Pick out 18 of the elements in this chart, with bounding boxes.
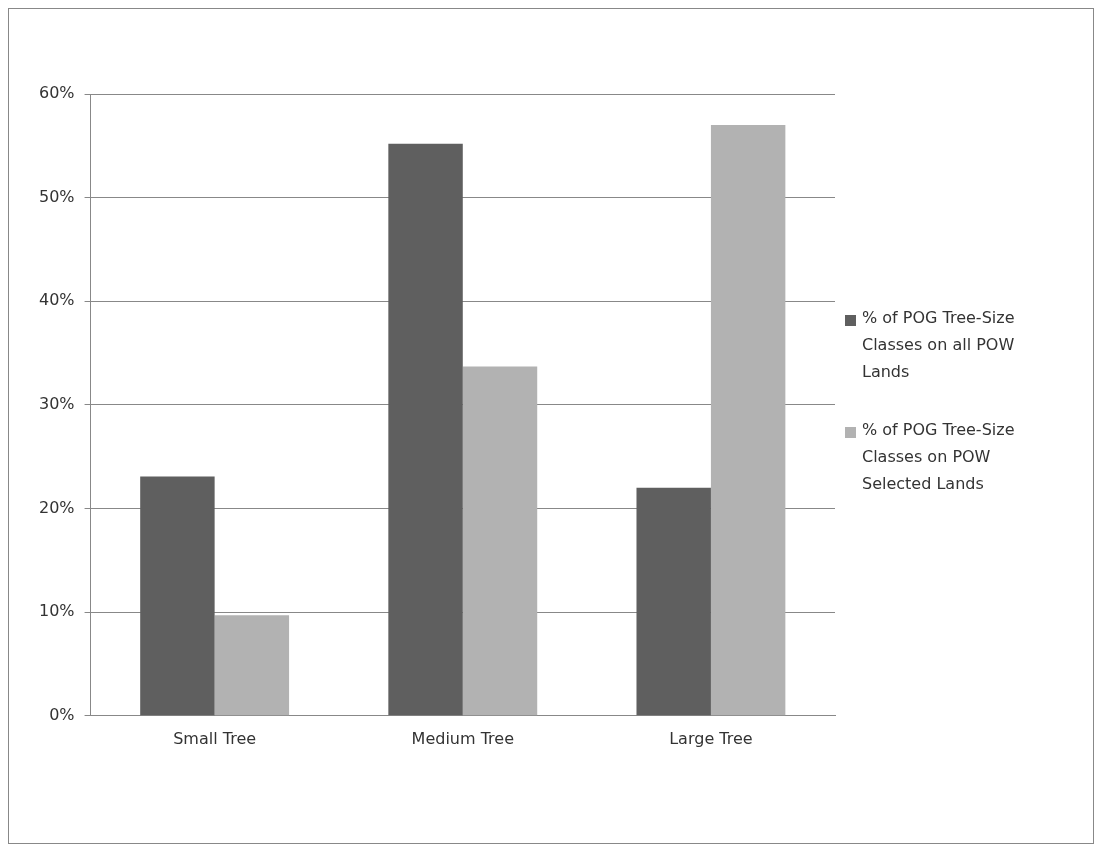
y-tick-label: 60% [39, 83, 75, 103]
bar [462, 366, 538, 716]
x-tick-label: Small Tree [173, 728, 257, 748]
bar [214, 615, 290, 716]
y-tick-label: 10% [39, 601, 75, 621]
y-tick-label: 30% [39, 394, 75, 414]
x-tick-label: Medium Tree [411, 728, 514, 748]
y-tick-label: 0% [49, 704, 75, 724]
x-tick-label: Large Tree [669, 728, 753, 748]
bar [636, 487, 711, 716]
bar [388, 143, 463, 716]
bar [710, 125, 786, 716]
bar [140, 476, 215, 716]
legend-label: % of POG Tree-Size Classes on all POW Lands [862, 307, 1016, 383]
legend-label: % of POG Tree-Size Classes on POW Selected Lands [862, 419, 1016, 495]
y-tick-label: 40% [39, 290, 75, 310]
y-tick-label: 50% [39, 186, 75, 206]
y-tick-label: 20% [39, 497, 75, 517]
